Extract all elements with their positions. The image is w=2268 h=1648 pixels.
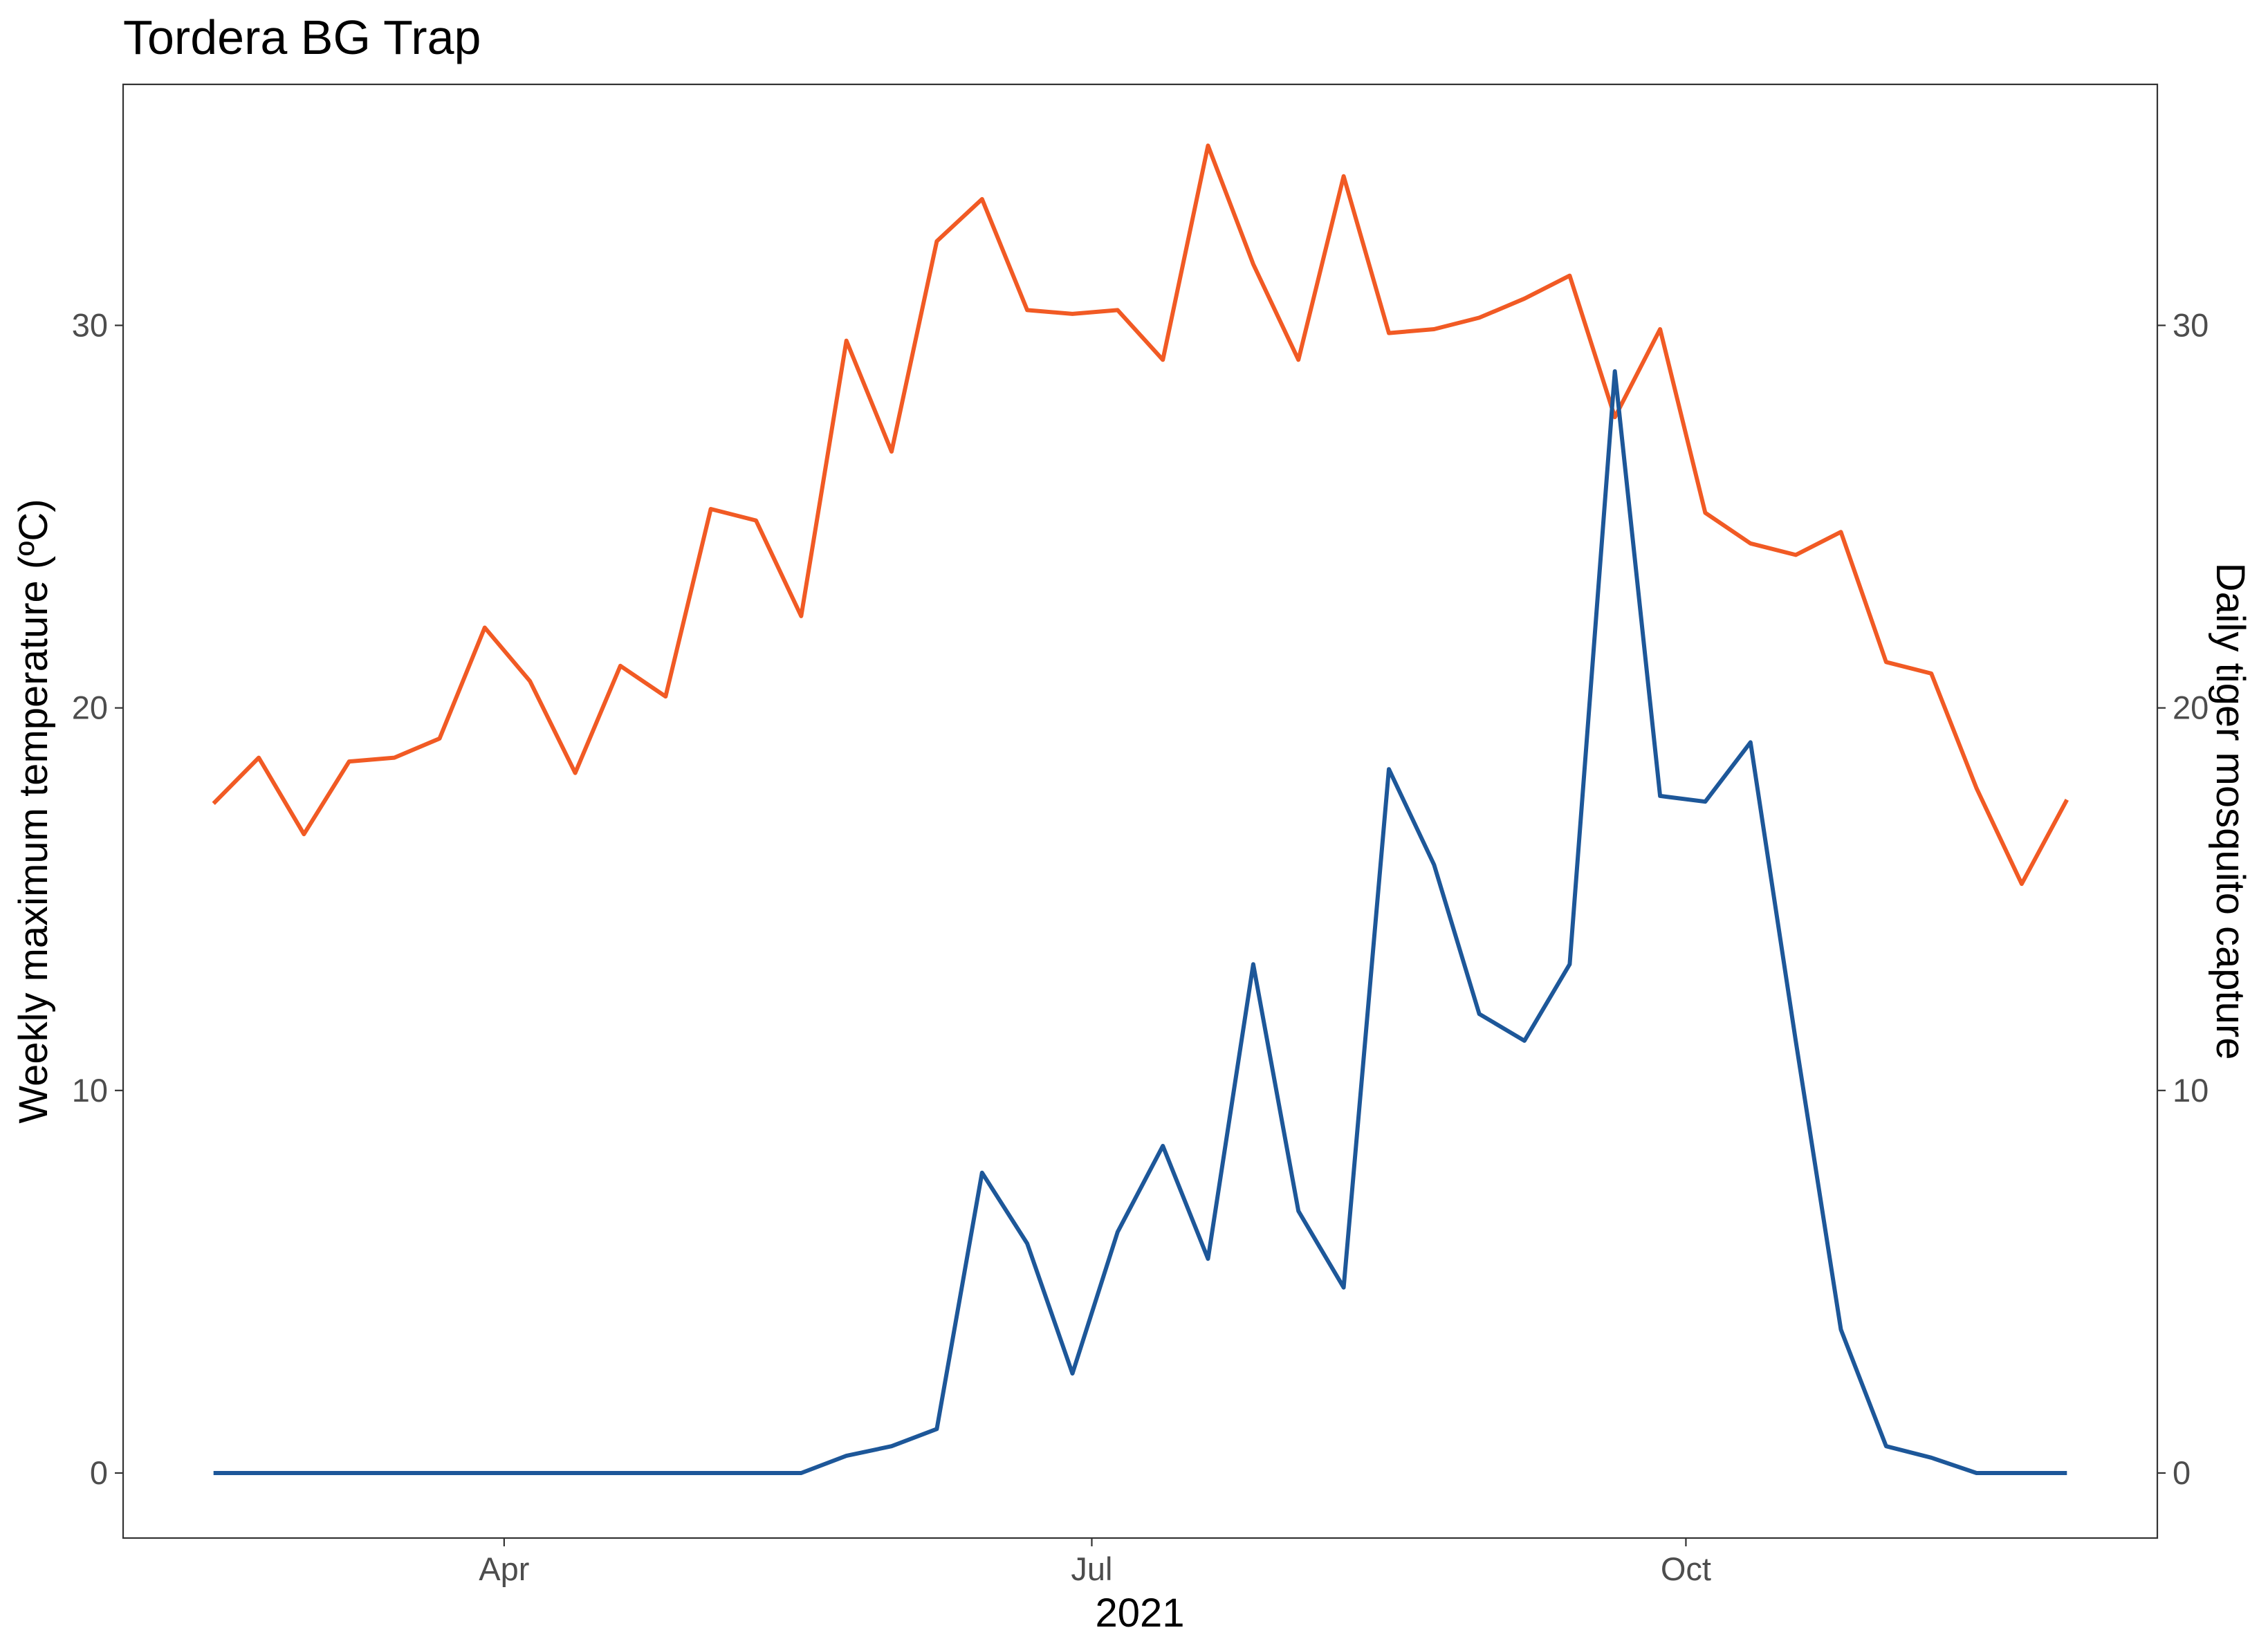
x-tick-label: Jul bbox=[1071, 1550, 1112, 1587]
right-y-axis: 0 10 20 30 bbox=[2157, 306, 2209, 1491]
mosquito-capture-series-line bbox=[213, 369, 2067, 1475]
series-layer bbox=[212, 143, 2069, 1475]
right-y-tick-label: 20 bbox=[2173, 689, 2209, 726]
left-y-axis: 0 10 20 30 bbox=[72, 306, 123, 1491]
x-tick-label: Apr bbox=[479, 1550, 529, 1587]
chart-title: Tordera BG Trap bbox=[123, 10, 481, 64]
right-y-axis-title: Daily tiger mosquito capture bbox=[2208, 563, 2253, 1060]
plot-panel-border bbox=[122, 83, 2159, 1539]
right-y-tick-label: 0 bbox=[2173, 1454, 2191, 1491]
left-y-tick-label: 10 bbox=[72, 1072, 108, 1109]
temperature-series-line bbox=[212, 143, 2069, 887]
right-y-tick-label: 10 bbox=[2173, 1072, 2209, 1109]
left-y-tick-label: 0 bbox=[90, 1454, 108, 1491]
left-y-axis-title: Weekly maximum temperature (ºC) bbox=[11, 499, 56, 1123]
right-y-tick-label: 30 bbox=[2173, 306, 2209, 343]
left-y-tick-label: 20 bbox=[72, 689, 108, 726]
x-tick-label: Oct bbox=[1661, 1550, 1711, 1587]
left-y-tick-label: 30 bbox=[72, 306, 108, 343]
x-axis: Apr Jul Oct bbox=[479, 1538, 1711, 1587]
x-axis-title: 2021 bbox=[1095, 1591, 1184, 1636]
